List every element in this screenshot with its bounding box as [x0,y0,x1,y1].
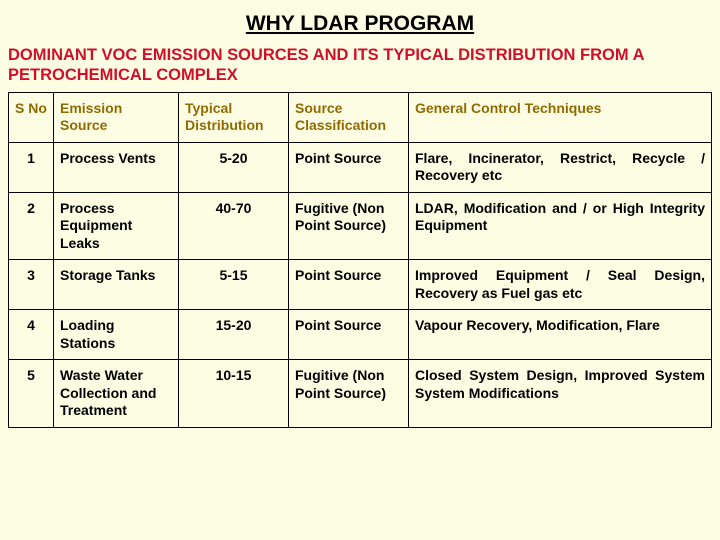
col-header-sno: S No [9,92,54,142]
emission-table: S No Emission Source Typical Distributio… [8,92,712,428]
cell-tech: Closed System Design, Improved System Sy… [409,360,712,428]
cell-sno: 4 [9,310,54,360]
table-row: 2 Process Equipment Leaks 40-70 Fugitive… [9,192,712,260]
col-header-cls: Source Classification [289,92,409,142]
col-header-src: Emission Source [54,92,179,142]
cell-dist: 15-20 [179,310,289,360]
cell-dist: 5-20 [179,142,289,192]
table-header-row: S No Emission Source Typical Distributio… [9,92,712,142]
cell-dist: 5-15 [179,260,289,310]
cell-dist: 10-15 [179,360,289,428]
cell-tech: LDAR, Modification and / or High Integri… [409,192,712,260]
slide-title: WHY LDAR PROGRAM [8,12,712,36]
cell-sno: 2 [9,192,54,260]
cell-src: Process Equipment Leaks [54,192,179,260]
cell-src: Waste Water Collection and Treatment [54,360,179,428]
col-header-tech: General Control Techniques [409,92,712,142]
table-row: 5 Waste Water Collection and Treatment 1… [9,360,712,428]
cell-cls: Fugitive (Non Point Source) [289,192,409,260]
table-row: 3 Storage Tanks 5-15 Point Source Improv… [9,260,712,310]
cell-tech: Improved Equipment / Seal Design, Recove… [409,260,712,310]
cell-sno: 3 [9,260,54,310]
cell-dist: 40-70 [179,192,289,260]
table-row: 1 Process Vents 5-20 Point Source Flare,… [9,142,712,192]
slide-subtitle: DOMINANT VOC EMISSION SOURCES AND ITS TY… [8,46,712,86]
cell-src: Process Vents [54,142,179,192]
cell-src: Storage Tanks [54,260,179,310]
cell-tech: Flare, Incinerator, Restrict, Recycle / … [409,142,712,192]
cell-cls: Fugitive (Non Point Source) [289,360,409,428]
table-row: 4 Loading Stations 15-20 Point Source Va… [9,310,712,360]
cell-sno: 5 [9,360,54,428]
slide: WHY LDAR PROGRAM DOMINANT VOC EMISSION S… [0,0,720,540]
cell-cls: Point Source [289,260,409,310]
cell-sno: 1 [9,142,54,192]
cell-cls: Point Source [289,142,409,192]
col-header-dist: Typical Distribution [179,92,289,142]
cell-cls: Point Source [289,310,409,360]
cell-tech: Vapour Recovery, Modification, Flare [409,310,712,360]
cell-src: Loading Stations [54,310,179,360]
